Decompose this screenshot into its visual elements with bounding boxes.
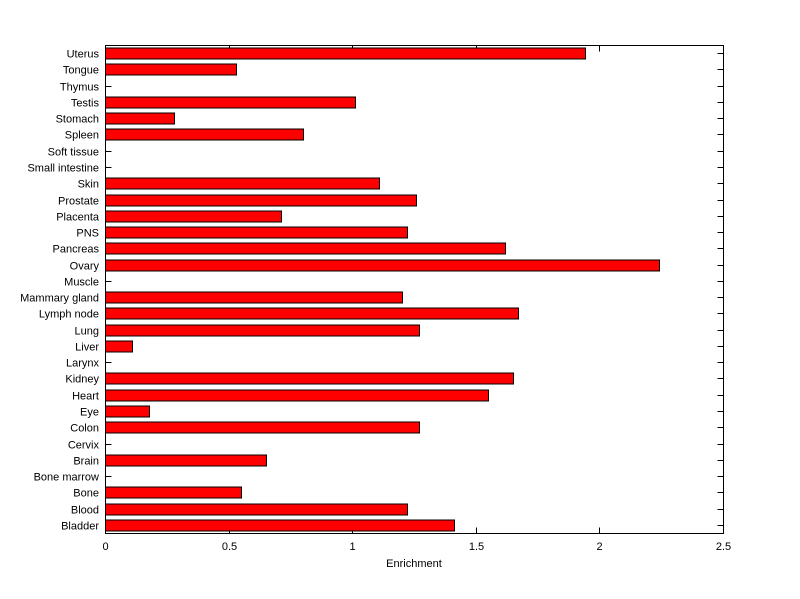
bar-liver	[105, 340, 133, 353]
bar-uterus	[105, 47, 586, 60]
y-tick-label-cervix: Cervix	[68, 439, 100, 451]
y-tick-label-eye: Eye	[80, 406, 99, 418]
y-tick-label-blood: Blood	[71, 504, 99, 516]
bar-testis	[105, 96, 356, 109]
y-tick-label-kidney: Kidney	[65, 373, 99, 385]
bar-placenta	[105, 210, 282, 223]
bar-mammary-gland	[105, 291, 403, 304]
y-tick-label-tongue: Tongue	[63, 64, 99, 76]
bar-bladder	[105, 519, 455, 532]
bar-eye	[105, 405, 150, 418]
bar-prostate	[105, 194, 417, 207]
bar-spleen	[105, 128, 304, 141]
y-tick-label-brain: Brain	[73, 455, 99, 467]
y-tick-label-muscle: Muscle	[64, 276, 99, 288]
x-tick-label-2.5: 2.5	[716, 541, 731, 553]
bar-kidney	[105, 372, 514, 385]
bar-lung	[105, 324, 420, 337]
y-tick-label-colon: Colon	[70, 422, 99, 434]
bar-colon	[105, 421, 420, 434]
y-tick-label-bone-marrow: Bone marrow	[34, 471, 99, 483]
bar-heart	[105, 389, 489, 402]
y-tick-label-liver: Liver	[75, 341, 99, 353]
y-tick-label-lymph-node: Lymph node	[39, 308, 99, 320]
bar-pns	[105, 226, 408, 239]
y-tick-label-pns: PNS	[76, 227, 99, 239]
x-tick-label-1: 1	[349, 541, 355, 553]
bar-bone	[105, 486, 242, 499]
y-tick-label-larynx: Larynx	[66, 357, 100, 369]
x-tick-label-1.5: 1.5	[469, 541, 484, 553]
y-tick-label-uterus: Uterus	[67, 48, 100, 60]
bar-lymph-node	[105, 307, 519, 320]
bar-pancreas	[105, 242, 506, 255]
y-tick-label-skin: Skin	[78, 178, 99, 190]
bar-brain	[105, 454, 267, 467]
y-tick-label-heart: Heart	[72, 390, 99, 402]
plot-area-box	[105, 45, 724, 534]
y-tick-label-prostate: Prostate	[58, 195, 99, 207]
y-tick-label-pancreas: Pancreas	[53, 243, 100, 255]
bar-blood	[105, 503, 408, 516]
x-tick-label-0: 0	[102, 541, 108, 553]
y-tick-label-mammary-gland: Mammary gland	[20, 292, 99, 304]
y-tick-label-stomach: Stomach	[56, 113, 99, 125]
x-tick-label-2: 2	[596, 541, 602, 553]
y-tick-label-bladder: Bladder	[61, 520, 99, 532]
bar-ovary	[105, 259, 660, 272]
y-tick-label-testis: Testis	[71, 97, 100, 109]
y-tick-label-lung: Lung	[75, 325, 99, 337]
y-tick-label-small-intestine: Small intestine	[27, 162, 99, 174]
y-tick-label-soft-tissue: Soft tissue	[48, 146, 99, 158]
y-tick-label-spleen: Spleen	[65, 129, 99, 141]
bar-stomach	[105, 112, 175, 125]
x-axis-title: Enrichment	[386, 558, 442, 570]
y-tick-label-placenta: Placenta	[56, 211, 100, 223]
bar-tongue	[105, 63, 237, 76]
y-tick-label-thymus: Thymus	[60, 81, 100, 93]
bar-skin	[105, 177, 380, 190]
y-tick-label-bone: Bone	[73, 487, 99, 499]
y-tick-label-ovary: Ovary	[70, 260, 100, 272]
x-tick-label-0.5: 0.5	[222, 541, 237, 553]
